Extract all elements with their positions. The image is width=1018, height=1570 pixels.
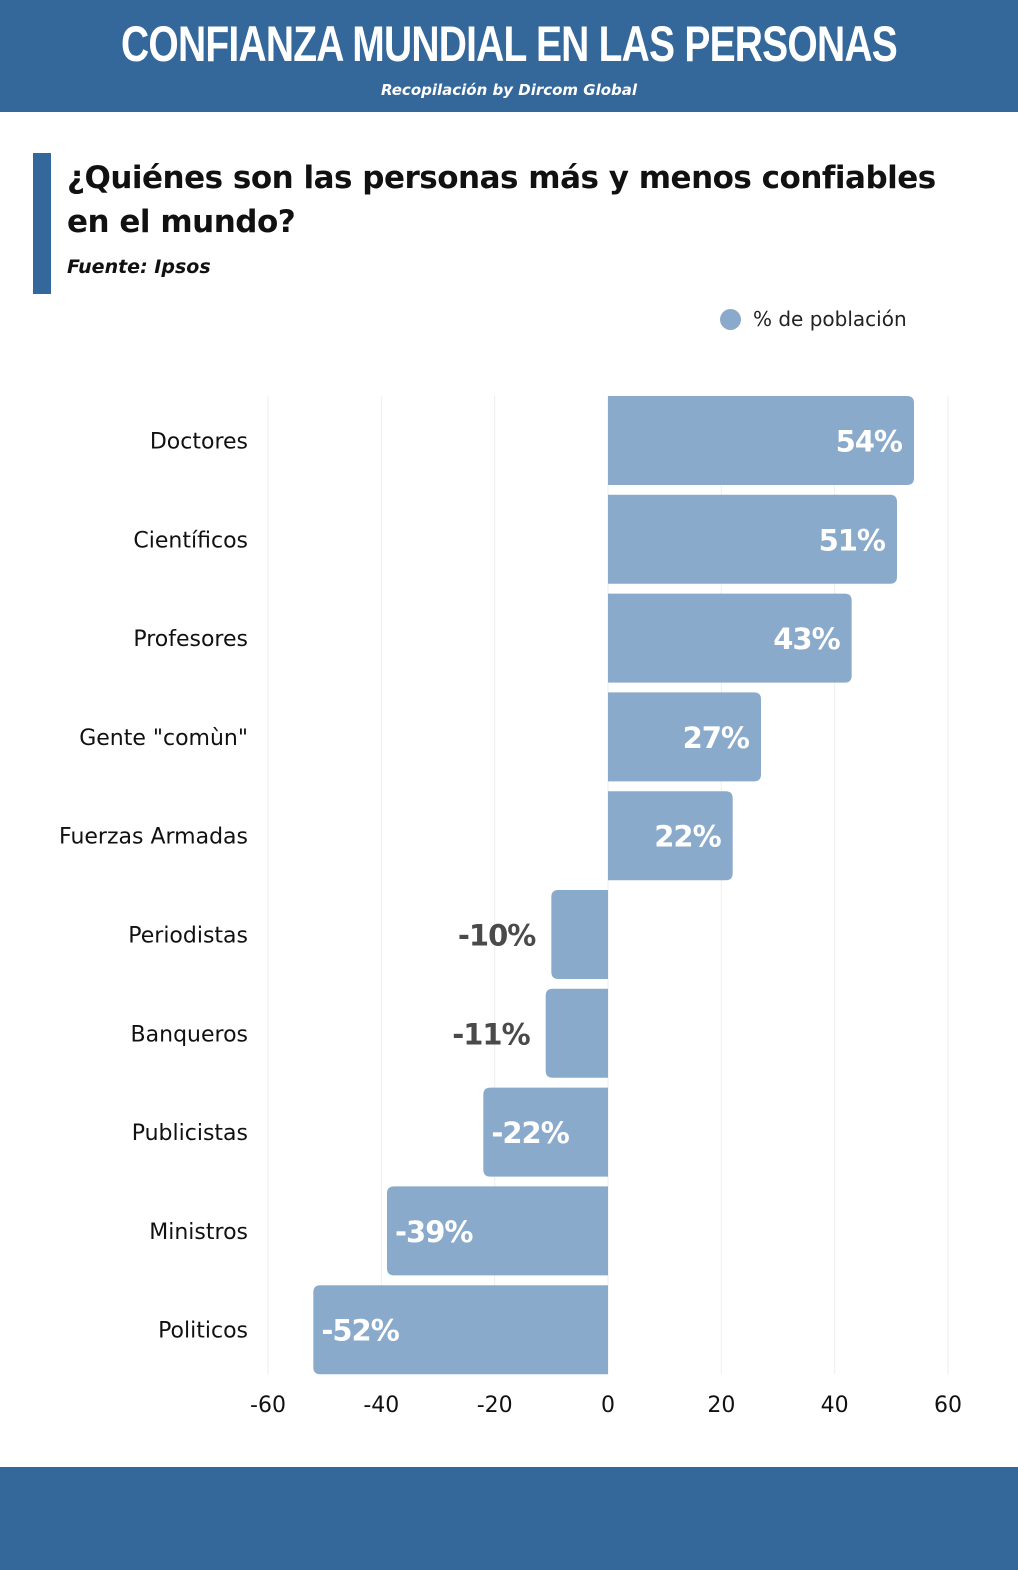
page-subtitle: Recopilación by Dircom Global <box>380 81 638 99</box>
chart-legend: % de población <box>720 306 907 332</box>
chart-source: Fuente: Ipsos <box>67 256 211 278</box>
bar <box>608 791 733 881</box>
x-tick-label: 60 <box>934 1393 962 1418</box>
category-label: Doctores <box>150 430 248 455</box>
bar <box>608 692 761 782</box>
header-banner: CONFIANZA MUNDIAL EN LAS PERSONAS Recopi… <box>0 0 1018 112</box>
data-label: -52% <box>321 1314 399 1348</box>
data-label: 51% <box>819 523 886 557</box>
category-label: Gente "comùn" <box>79 726 248 751</box>
category-label: Profesores <box>133 627 248 652</box>
bar <box>313 1285 608 1375</box>
x-tick-label: 40 <box>821 1393 849 1418</box>
page-title: CONFIANZA MUNDIAL EN LAS PERSONAS <box>121 16 898 72</box>
bar <box>387 1186 608 1276</box>
bar <box>608 494 897 584</box>
category-label: Banqueros <box>131 1022 248 1047</box>
title-accent-bar <box>33 153 51 294</box>
data-label: 43% <box>773 622 840 656</box>
x-tick-label: -20 <box>477 1393 513 1418</box>
chart-title: ¿Quiénes son las personas más y menos co… <box>67 160 936 240</box>
x-tick-label: -40 <box>363 1393 399 1418</box>
data-label: -22% <box>491 1116 569 1150</box>
category-label: Científicos <box>133 528 248 553</box>
bar-chart: Doctores Científicos Profesores Gente "comù… <box>59 396 962 1418</box>
legend-dot-icon <box>720 308 741 330</box>
bar <box>551 890 608 979</box>
data-label: -39% <box>395 1215 473 1249</box>
x-axis-ticks: -60 -40 -20 0 20 40 60 <box>250 1393 962 1418</box>
footer-banner <box>0 1467 1018 1570</box>
x-tick-label: -60 <box>250 1393 286 1418</box>
data-label: 27% <box>683 721 750 755</box>
legend-label: % de población <box>753 307 907 331</box>
data-label: -10% <box>458 919 536 953</box>
category-label: Publicistas <box>132 1121 248 1146</box>
data-labels: 54% 51% 43% 27% 22% -10% -11% -22% -39% -52% <box>321 425 904 1348</box>
data-label: 22% <box>654 820 721 854</box>
data-label: 54% <box>836 425 903 459</box>
category-label: Fuerzas Armadas <box>59 825 248 850</box>
category-label: Periodistas <box>128 924 248 949</box>
bar <box>483 1087 608 1177</box>
category-label: Politicos <box>158 1319 248 1344</box>
category-label: Ministros <box>149 1220 248 1245</box>
bars <box>313 396 914 1375</box>
data-label: -11% <box>452 1017 530 1051</box>
bar <box>608 396 914 485</box>
bar <box>545 988 608 1078</box>
category-labels: Doctores Científicos Profesores Gente "comù… <box>59 430 248 1344</box>
x-tick-label: 20 <box>707 1393 735 1418</box>
bar <box>608 593 852 683</box>
x-tick-label: 0 <box>601 1393 615 1418</box>
